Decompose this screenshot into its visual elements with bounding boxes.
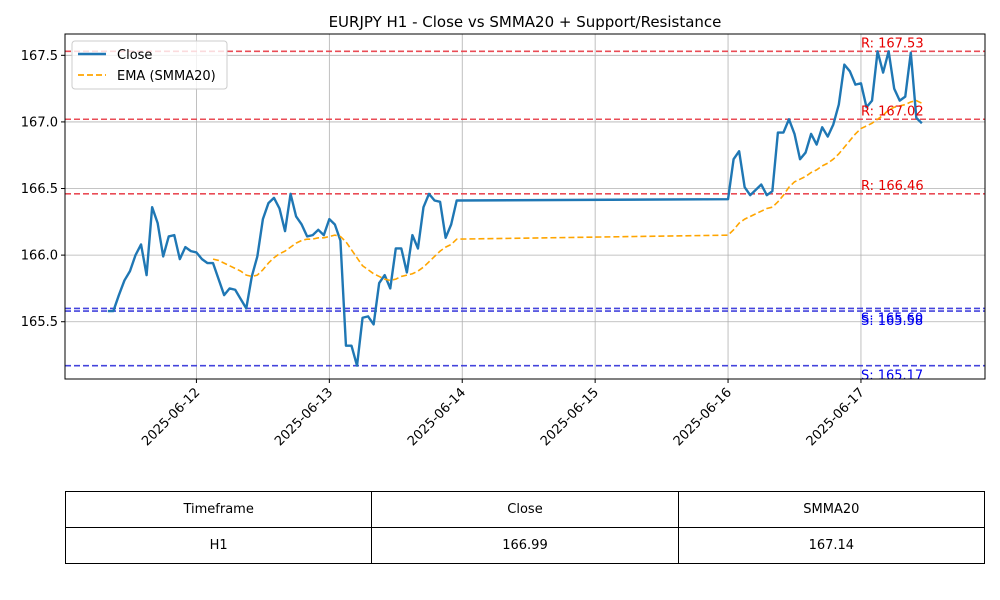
table-cell: 167.14 [677, 527, 986, 564]
resistance-label: R: 166.46 [861, 179, 924, 194]
x-tick-label: 2025-06-16 [671, 385, 735, 449]
summary-table: Timeframe Close SMMA20 H1 166.99 167.14 [64, 491, 986, 564]
x-tick-label: 2025-06-12 [139, 385, 203, 449]
close-price-line [107, 50, 923, 367]
y-tick-label: 167.5 [21, 49, 58, 64]
table-cell: 166.99 [371, 527, 679, 564]
y-tick-label: 165.5 [21, 315, 58, 330]
y-tick-label: 166.0 [21, 249, 58, 264]
x-tick-label: 2025-06-15 [538, 385, 602, 449]
legend-close-label: Close [117, 48, 152, 63]
resistance-label: R: 167.53 [861, 36, 924, 51]
series-layer [107, 50, 923, 367]
chart-title: EURJPY H1 - Close vs SMMA20 + Support/Re… [329, 13, 722, 31]
table-header-row: Timeframe Close SMMA20 [64, 491, 986, 528]
price-chart: EURJPY H1 - Close vs SMMA20 + Support/Re… [21, 13, 986, 449]
smma20-line [212, 99, 923, 282]
legend-box [71, 40, 228, 90]
plot-frame [64, 33, 986, 380]
legend-smma-label: EMA (SMMA20) [117, 69, 216, 84]
table-header-cell: SMMA20 [677, 491, 986, 528]
table-cell: H1 [64, 527, 373, 564]
support-label: S: 165.60 [861, 311, 923, 326]
x-tick-label: 2025-06-17 [804, 385, 868, 449]
x-tick-label: 2025-06-14 [405, 385, 469, 449]
resistance-label: R: 167.02 [861, 104, 924, 119]
y-tick-label: 167.0 [21, 115, 58, 130]
table-header-cell: Close [371, 491, 679, 528]
support-label: S: 165.58 [861, 314, 923, 329]
legend: Close EMA (SMMA20) [71, 40, 228, 90]
support-resistance-labels: R: 167.53R: 167.02R: 166.46S: 165.60S: 1… [861, 36, 924, 383]
support-label: S: 165.17 [861, 369, 923, 384]
table-header-cell: Timeframe [64, 491, 373, 528]
y-tick-label: 166.5 [21, 182, 58, 197]
table-row: H1 166.99 167.14 [64, 527, 986, 564]
x-tick-label: 2025-06-13 [272, 385, 336, 449]
support-resistance-lines [65, 50, 985, 367]
